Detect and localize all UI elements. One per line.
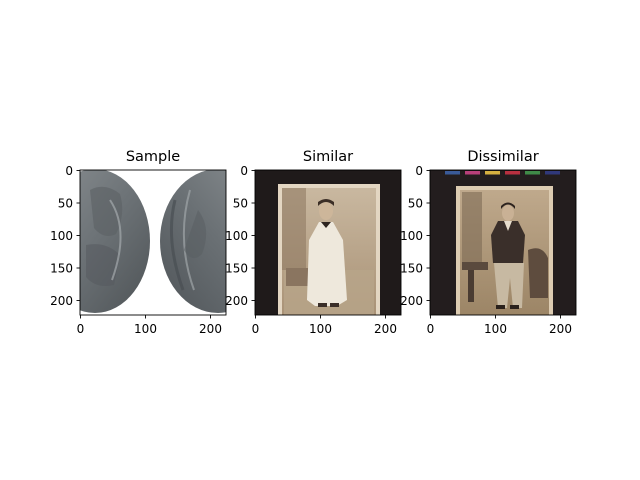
y-tick-label: 150 [400, 262, 423, 276]
x-tick-label: 100 [309, 322, 332, 336]
y-tick-label: 200 [400, 294, 423, 308]
y-tick-label: 50 [58, 197, 73, 211]
x-axis: 0 100 200 [77, 315, 222, 336]
y-axis: 0 50 100 150 200 [225, 164, 255, 308]
y-axis: 0 50 100 150 200 [400, 164, 430, 308]
x-tick-label: 0 [77, 322, 85, 336]
x-tick-label: 100 [134, 322, 157, 336]
y-tick-label: 0 [240, 164, 248, 178]
x-tick-label: 0 [427, 322, 435, 336]
y-tick-label: 50 [233, 197, 248, 211]
silver-coin-image [80, 170, 226, 315]
axes-frame [429, 169, 577, 316]
x-tick-label: 200 [549, 322, 572, 336]
vintage-portrait-image [255, 170, 401, 315]
x-tick-label: 200 [374, 322, 397, 336]
y-tick-label: 100 [400, 229, 423, 243]
x-tick-label: 200 [199, 322, 222, 336]
panel-similar: Similar 0 50 100 150 200 [225, 149, 402, 336]
panel-title: Sample [126, 149, 180, 165]
panel-title: Similar [303, 149, 353, 165]
color-chart [445, 171, 560, 175]
y-tick-label: 100 [225, 229, 248, 243]
panel-sample: Sample 0 50 100 150 200 [50, 149, 227, 336]
panel-title: Dissimilar [467, 149, 538, 165]
axes-frame [254, 169, 402, 316]
y-tick-label: 0 [415, 164, 423, 178]
y-axis: 0 50 100 150 200 [50, 164, 80, 308]
y-tick-label: 150 [50, 262, 73, 276]
y-tick-label: 200 [50, 294, 73, 308]
y-tick-label: 150 [225, 262, 248, 276]
x-tick-label: 100 [484, 322, 507, 336]
panel-dissimilar: Dissimilar [400, 149, 577, 336]
x-axis: 0 100 200 [252, 315, 397, 336]
x-tick-label: 0 [252, 322, 260, 336]
y-tick-label: 0 [65, 164, 73, 178]
x-axis: 0 100 200 [427, 315, 572, 336]
y-tick-label: 50 [408, 197, 423, 211]
y-tick-label: 200 [225, 294, 248, 308]
axes-frame [79, 169, 227, 316]
vintage-portrait-image [430, 170, 576, 315]
y-tick-label: 100 [50, 229, 73, 243]
